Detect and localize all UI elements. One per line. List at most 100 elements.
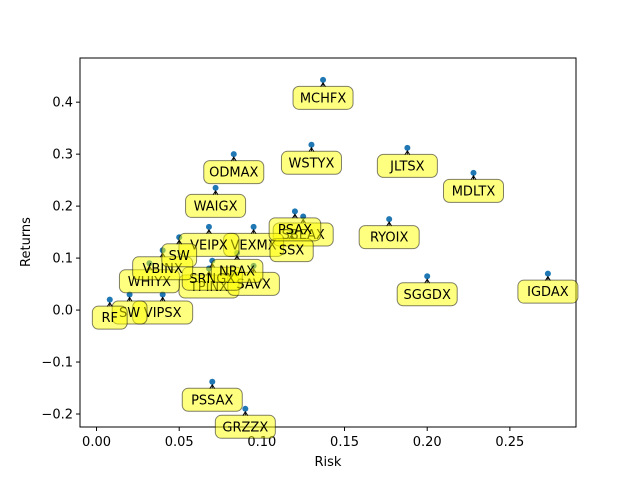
annotation-arrowhead [212, 189, 219, 196]
annotation-label: SGGDX [404, 288, 451, 303]
annotation-arrowhead [206, 228, 212, 235]
annotation-mchfx: MCHFX [292, 81, 354, 110]
annotation-arrowhead [308, 146, 315, 153]
annotation-sw: SW [161, 239, 198, 268]
y-tick-label: 0.3 [52, 148, 73, 163]
x-tick-label: 0.00 [82, 435, 111, 450]
annotation-label: SW [169, 249, 190, 264]
annotation-arrowhead [242, 410, 249, 417]
annotation-ryoix: RYOIX [358, 221, 420, 250]
data-point-psax [291, 208, 298, 215]
annotation-box [185, 193, 247, 218]
annotation-label: PSAX [278, 223, 312, 238]
annotation-box [214, 414, 276, 439]
annotation-box [442, 178, 504, 203]
data-point-grzzx [242, 405, 249, 412]
x-tick-label: 0.05 [165, 435, 194, 450]
annotation-wstyx: WSTYX [280, 146, 342, 175]
annotation-igdax: IGDAX [517, 275, 579, 304]
annotation-psax: PSAX [268, 213, 322, 242]
annotation-label: VEXMX [231, 238, 277, 253]
annotation-jltsx: JLTSX [376, 149, 438, 178]
annotation-label: RF [102, 311, 119, 326]
annotation-mdltx: MDLTX [442, 174, 504, 203]
annotation-label: JLTSX [389, 159, 424, 174]
x-tick-label: 0.15 [330, 435, 359, 450]
data-point-igdax [544, 270, 551, 277]
data-point-sggdx [424, 273, 431, 280]
data-point-rf [106, 296, 113, 303]
annotation-arrowhead [544, 275, 551, 281]
annotation-arrowhead [404, 149, 411, 156]
y-axis-label: Returns [19, 217, 34, 267]
annotation-odmax: ODMAX [203, 156, 265, 185]
annotation-arrowhead [234, 254, 240, 261]
annotation-label: IGDAX [527, 285, 569, 300]
annotation-nrax: NRAX [210, 254, 264, 283]
y-tick-label: 0.2 [52, 200, 73, 215]
annotation-arrowhead [250, 228, 257, 235]
annotation-sggdx: SGGDX [396, 278, 458, 307]
data-point-veipx [205, 223, 212, 230]
y-tick-label: 0.4 [52, 96, 73, 111]
data-point-waigx [212, 184, 219, 191]
annotation-box [517, 279, 579, 304]
annotation-box [161, 243, 198, 268]
data-point-mdltx [470, 169, 477, 176]
annotation-rf: RF [91, 301, 128, 330]
annotation-pssax: PSSAX [181, 383, 243, 412]
annotation-box [91, 305, 128, 330]
annotation-box [268, 217, 322, 242]
data-point-ryoix [386, 216, 393, 223]
annotation-arrowhead [106, 301, 113, 307]
annotation-box [210, 258, 264, 283]
annotation-label: VEIPX [190, 238, 228, 253]
annotation-label: VIPSX [144, 306, 182, 321]
y-tick-label: 0.1 [52, 252, 73, 267]
annotation-label: RYOIX [370, 231, 408, 246]
annotation-label: GRZZX [222, 420, 268, 435]
x-axis-label: Risk [315, 455, 342, 470]
annotation-ssx: SSX [269, 234, 314, 263]
annotations: MCHFX WSTYX JLTSX MDLTX RYOIX SGGDX IGDAX PSSAX… [91, 81, 579, 439]
annotation-box [280, 150, 342, 175]
annotation-label: PSSAX [191, 393, 233, 408]
annotation-label: WSTYX [289, 156, 335, 171]
annotation-arrowhead [424, 278, 431, 284]
y-tick-label: −0.2 [41, 408, 73, 423]
data-point-odmax [230, 151, 237, 158]
annotation-arrowhead [126, 296, 133, 302]
annotation-arrowhead [470, 174, 477, 181]
annotation-box [396, 282, 458, 307]
annotation-label: ODMAX [209, 166, 258, 181]
annotation-box [181, 387, 243, 412]
annotation-label: MDLTX [452, 184, 496, 199]
x-tick-label: 0.20 [413, 435, 442, 450]
annotation-arrowhead [386, 221, 393, 227]
data-point-pssax [209, 378, 216, 385]
x-axis-ticks: 0.00 0.05 0.10 0.15 0.20 0.25 [82, 427, 524, 450]
annotation-box [376, 153, 438, 178]
x-tick-label: 0.25 [495, 435, 524, 450]
annotation-vipsx: VIPSX [132, 296, 194, 325]
data-point-wstyx [308, 141, 315, 148]
annotation-arrowhead [292, 213, 298, 219]
data-point-jltsx [404, 144, 411, 151]
y-axis-ticks: −0.2 −0.1 0.0 0.1 0.2 0.3 0.4 [41, 96, 80, 423]
annotation-label: MCHFX [300, 91, 347, 106]
annotation-box [358, 225, 420, 250]
annotation-label: NRAX [219, 264, 255, 279]
annotation-label: WAIGX [194, 199, 238, 214]
annotation-arrowhead [209, 383, 216, 390]
annotation-label: SSX [279, 244, 305, 259]
annotation-arrowhead [320, 81, 326, 88]
y-tick-label: 0.0 [52, 304, 73, 319]
y-tick-label: −0.1 [41, 356, 73, 371]
annotation-waigx: WAIGX [185, 189, 247, 218]
annotation-arrowhead [159, 296, 166, 302]
annotation-arrowhead [230, 156, 237, 162]
annotation-grzzx: GRZZX [214, 410, 276, 439]
annotation-box [292, 85, 354, 110]
data-point-vexmx [250, 223, 257, 230]
